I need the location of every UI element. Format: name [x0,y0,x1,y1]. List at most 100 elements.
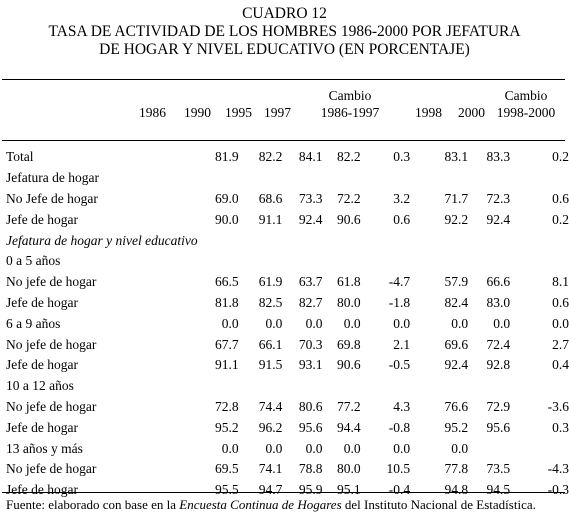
table-title: CUADRO 12 TASA DE ACTIVIDAD DE LOS HOMBR… [0,5,569,59]
table-cell: 71.7 [444,190,469,206]
column-header-1986: 1986 [139,105,166,120]
row-label: No jefe de hogar [6,461,97,477]
table-cell: -1.8 [388,294,411,310]
table-cell [468,376,510,397]
table-cell [282,230,322,251]
top-rule [2,79,565,80]
table-cell: 0.0 [221,440,239,456]
table-cell [198,251,239,272]
table-cell: 78.8 [298,461,323,477]
table-row: Jefe de hogar 95.5 94.7 95.9 95.1 -0.4 94.8 94.… [0,480,569,501]
source-note: Fuente: elaborado con base en la Encuest… [6,496,536,514]
table-cell [410,376,468,397]
table-cell [468,230,510,251]
table-row: No jefe de hogar 72.8 74.4 80.6 77.2 4.3 76.6 7… [0,397,569,418]
table-cell: 95.9 [298,482,323,498]
table-cell: 0.0 [393,315,411,331]
table-cell: 66.6 [486,274,511,290]
table-cell [239,168,283,189]
table-cell: 92.8 [486,357,511,373]
table-cell: -0.3 [547,482,569,498]
table-cell: 61.8 [336,274,361,290]
table-row: Jefatura de hogar y nivel educativo [0,230,569,251]
table-cell [282,168,322,189]
table-cell: -4.7 [388,274,411,290]
table-cell [282,251,322,272]
table-cell: 0.6 [393,211,411,227]
table-cell: 82.7 [298,294,323,310]
row-label: 13 años y más [6,440,83,456]
column-header-change-2-bottom: 1998-2000 [496,105,556,120]
table-row: No Jefe de hogar 69.0 68.6 73.3 72.2 3.2 71.7 7… [0,189,569,210]
table-cell: 0.0 [265,315,283,331]
table-cell: 95.6 [486,419,511,435]
table-cell [468,168,510,189]
table-cell: 96.2 [258,419,283,435]
table-cell: 84.1 [298,149,323,165]
table-cell: 94.7 [258,482,283,498]
table-cell: 90.6 [336,211,361,227]
table-cell: 70.3 [298,336,323,352]
table-cell: 72.9 [486,398,511,414]
table-cell: 0.0 [221,315,239,331]
row-label: 0 a 5 años [6,253,61,269]
table-cell: -4.3 [547,461,569,477]
table-cell: 81.8 [214,294,239,310]
column-header-1998: 1998 [415,105,442,120]
table-cell: 67.7 [214,336,239,352]
table-row: Jefe de hogar 91.1 91.5 93.1 90.6 -0.5 92.4 92.… [0,355,569,376]
bottom-rule [2,492,565,493]
table-cell: 69.0 [214,190,239,206]
table-cell: 82.2 [258,149,283,165]
table-cell: 83.3 [486,149,511,165]
table-cell: 81.9 [214,149,239,165]
table-cell: -0.5 [388,357,411,373]
table-cell [410,230,468,251]
table-cell: 95.2 [444,419,469,435]
column-header-change-2-top: Cambio [504,88,548,103]
table-row: 13 años y más 0.0 0.0 0.0 0.0 0.0 0.0 [0,438,569,459]
row-label: Jefe de hogar [6,211,78,227]
row-label: 6 a 9 años [6,315,61,331]
table-cell: 91.1 [258,211,283,227]
table-cell [282,376,322,397]
table-row: Jefatura de hogar [0,168,569,189]
table-cell [198,168,239,189]
column-header-2000: 2000 [458,105,485,120]
table-cell: 80.0 [336,294,361,310]
table-row: No jefe de hogar 66.5 61.9 63.7 61.8 -4.7 57.9… [0,272,569,293]
table-cell [239,376,283,397]
table-cell [239,230,283,251]
table-cell: 72.2 [336,190,361,206]
row-label: Jefe de hogar [6,419,78,435]
row-label: Jefatura de hogar [6,170,99,186]
table-cell [198,230,239,251]
table-cell: 72.3 [486,190,511,206]
table-cell: 57.9 [444,274,469,290]
table-cell: 66.1 [258,336,283,352]
table-row: 6 a 9 años 0.0 0.0 0.0 0.0 0.0 0.0 0.0 0.0 [0,313,569,334]
table-cell: 61.9 [258,274,283,290]
table-cell: 73.5 [486,461,511,477]
table-cell [361,230,411,251]
row-label: No jefe de hogar [6,336,97,352]
table-row: 10 a 12 años [0,376,569,397]
source-prefix: Fuente: elaborado con base en la [6,497,180,512]
table-cell [322,168,360,189]
table-cell: 0.0 [343,440,361,456]
row-label: Jefatura de hogar y nivel educativo [6,232,198,248]
table-cell: -0.4 [388,482,411,498]
table-cell: 72.8 [214,398,239,414]
table-cell: 63.7 [298,274,323,290]
title-line-3: DE HOGAR Y NIVEL EDUCATIVO (EN PORCENTAJ… [99,41,470,58]
table-cell: 90.0 [214,211,239,227]
row-label: Jefe de hogar [6,357,78,373]
table-cell: 92.4 [486,211,511,227]
table-cell: 74.4 [258,398,283,414]
table-cell: 82.4 [444,294,469,310]
title-line-2: TASA DE ACTIVIDAD DE LOS HOMBRES 1986-20… [48,23,521,40]
table-cell: 91.5 [258,357,283,373]
table-cell: 8.1 [552,274,569,290]
table-cell: 0.0 [451,315,469,331]
table-row: Total 81.9 82.2 84.1 82.2 0.3 83.1 83.3 0.2 [0,147,569,168]
